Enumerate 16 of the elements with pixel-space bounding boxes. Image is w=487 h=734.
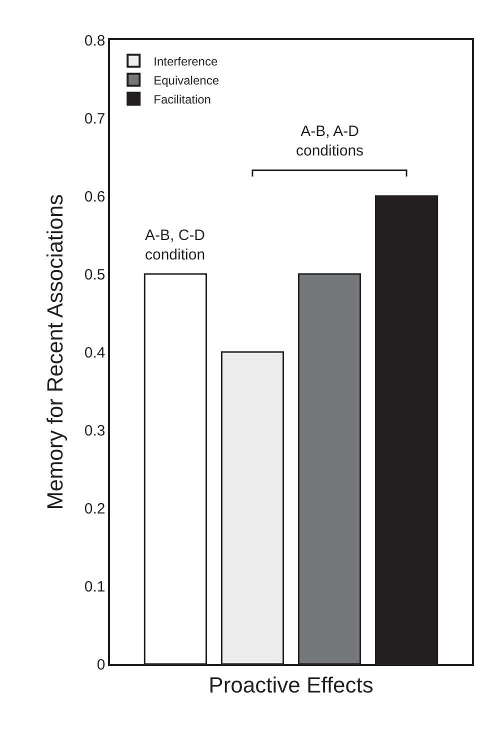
y-tick-label: 0.5 (84, 266, 106, 284)
annotation: A-B, C-D condition (145, 227, 206, 264)
y-tick-label: 0.4 (84, 344, 106, 362)
y-tick-label: 0.3 (84, 422, 106, 440)
y-tick-label: 0.7 (84, 110, 106, 128)
y-tick-label: 0.6 (84, 188, 106, 206)
y-axis-title: Memory for Recent Associations (42, 194, 68, 510)
legend-label: Equivalence (154, 73, 220, 88)
y-tick-label: 0.2 (84, 500, 106, 518)
annotation: A-B, A-D conditions (296, 123, 364, 160)
y-tick-label: 0 (96, 656, 106, 674)
y-tick-label: 0.1 (84, 578, 106, 596)
legend-label: Facilitation (154, 92, 211, 106)
x-axis-title: Proactive Effects (208, 672, 374, 698)
y-tick-label: 0.8 (84, 32, 106, 50)
legend-label: Interference (154, 54, 218, 68)
